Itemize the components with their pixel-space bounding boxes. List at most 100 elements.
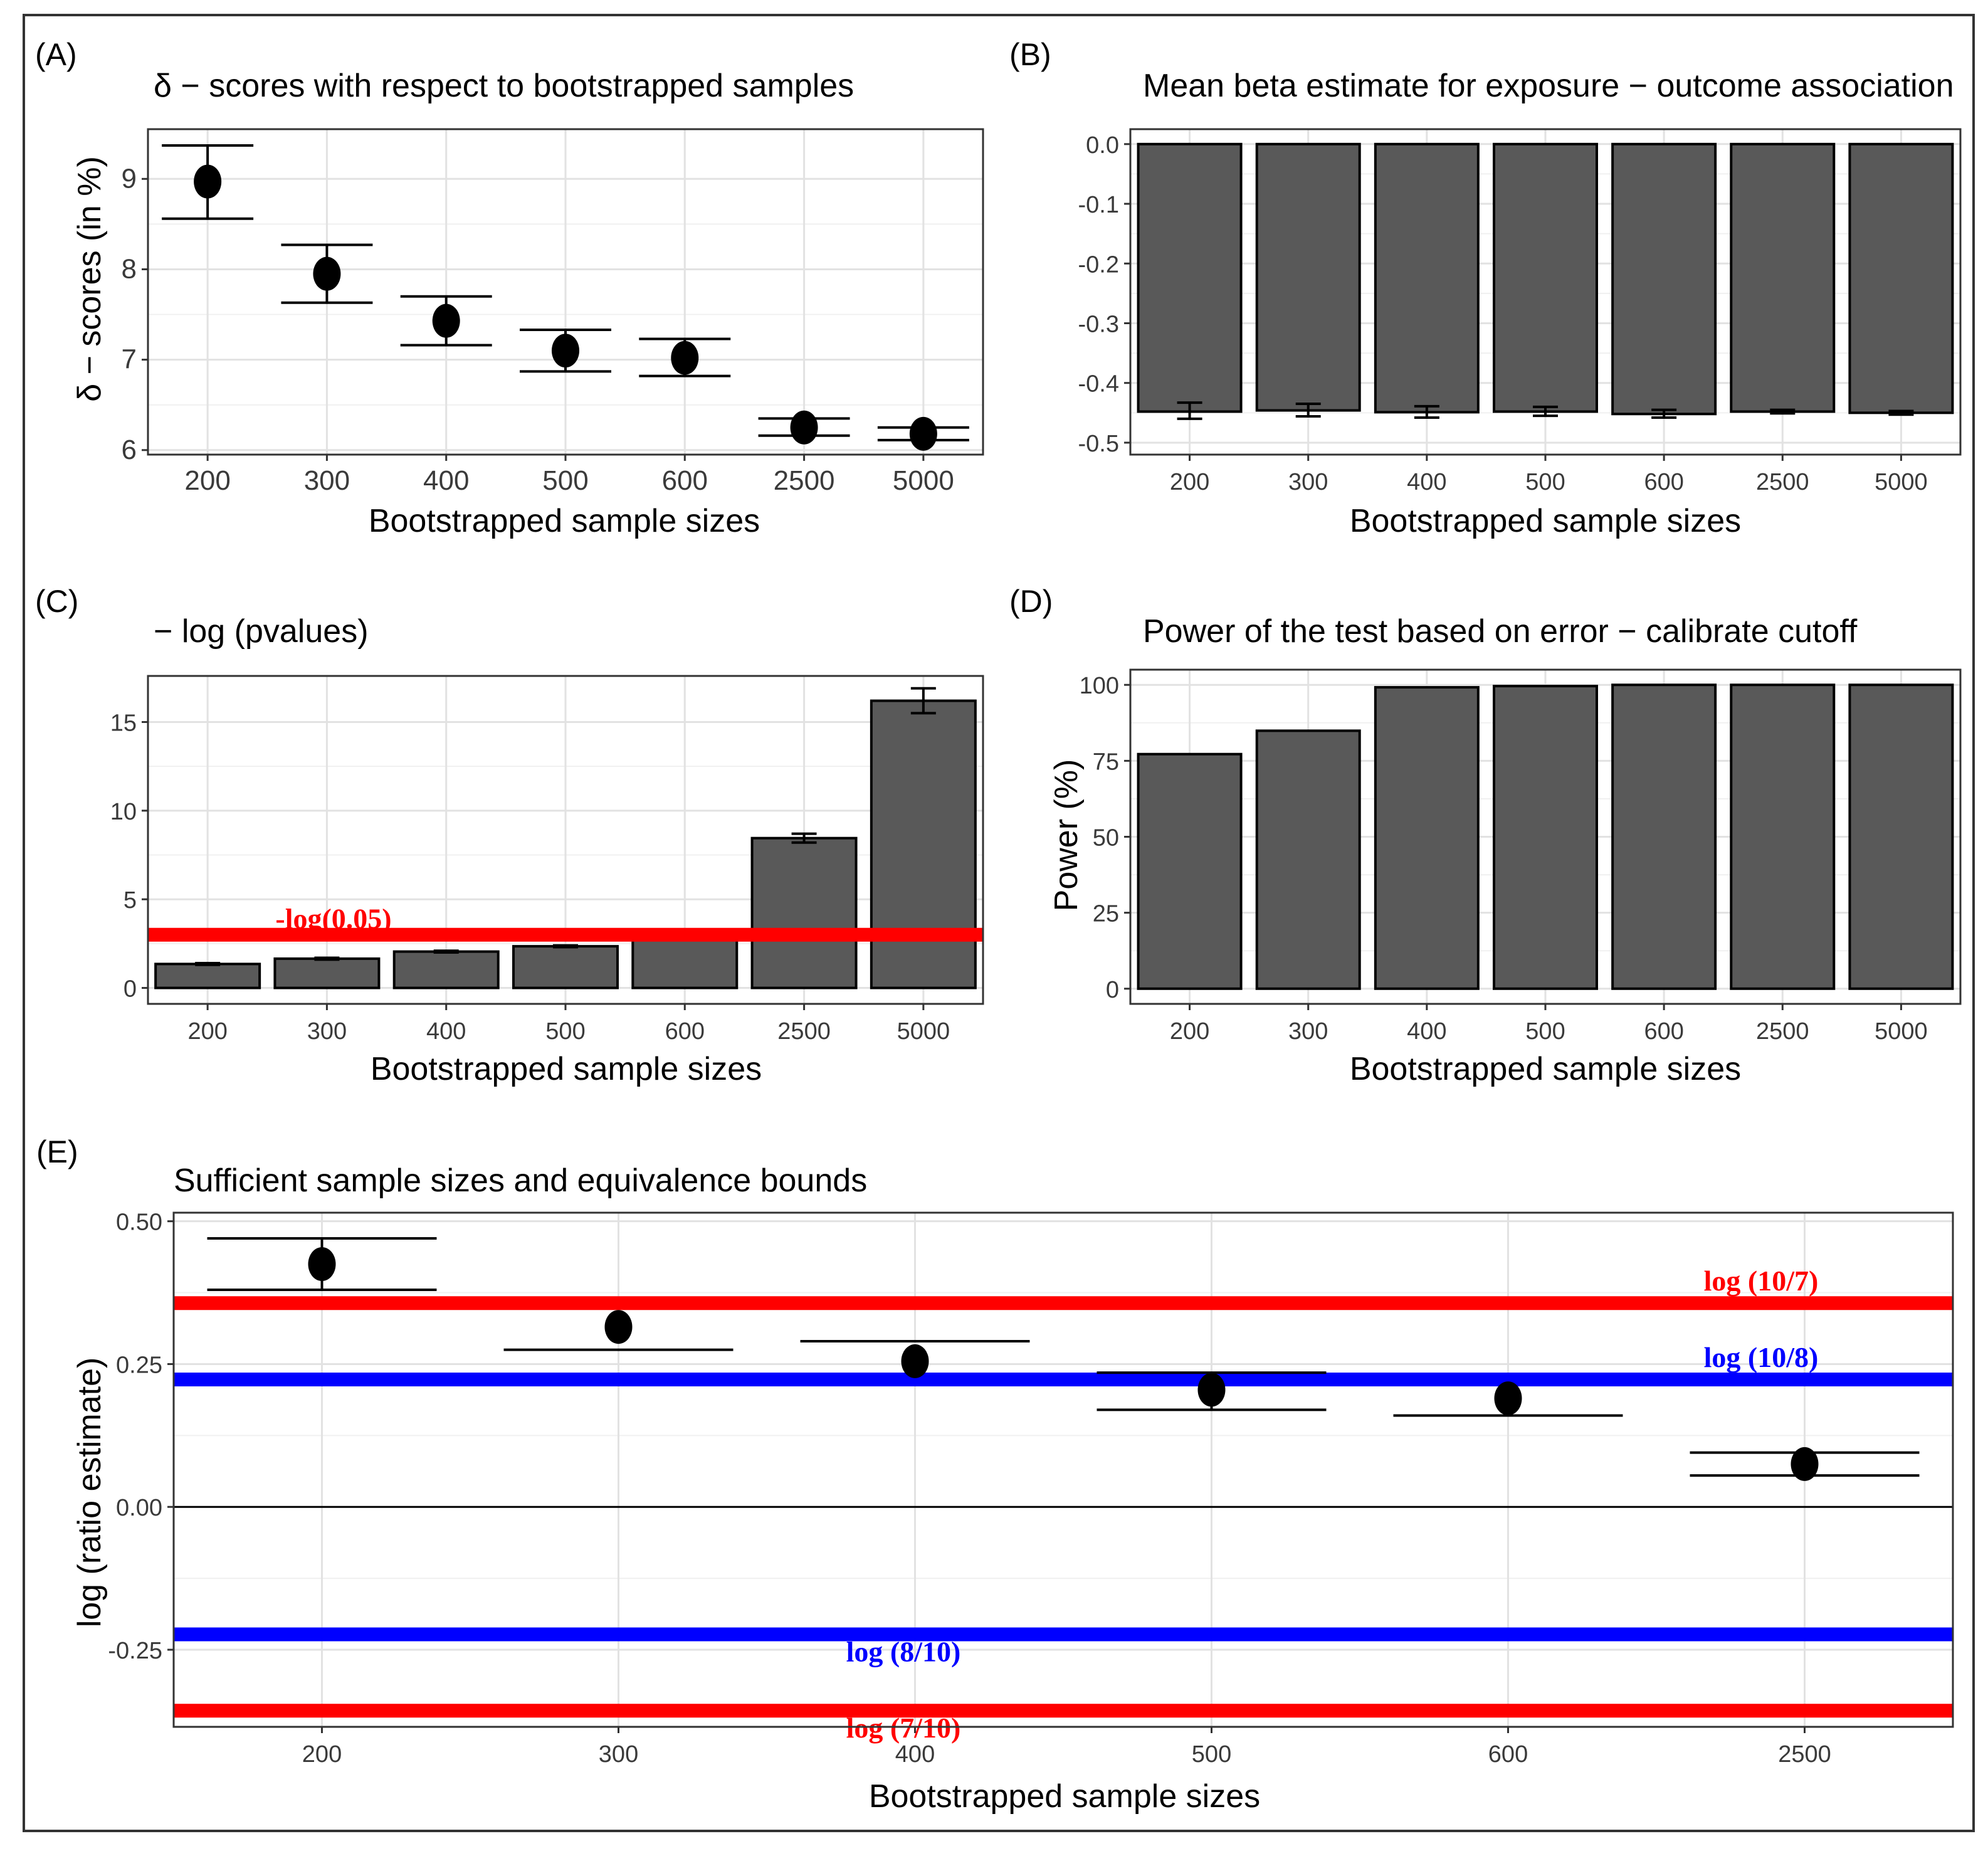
panel-e-y-tick-label: 0.50 [116, 1210, 162, 1236]
panel-a: (A) δ − scores with respect to bootstrap… [35, 37, 984, 539]
panel-b-x-tick-label: 200 [1170, 469, 1209, 495]
panel-d-y-tick-label: 25 [1093, 901, 1119, 927]
panel-a-x-tick-label: 600 [662, 465, 708, 496]
panel-c-x-tick-label: 500 [545, 1018, 585, 1045]
panel-e-x-tick-label: 600 [1488, 1741, 1528, 1768]
panel-c-bar [750, 836, 858, 989]
panel-a-data-point [909, 416, 937, 451]
panel-c-x-tick-label: 200 [187, 1018, 227, 1045]
panel-e-letter: (E) [36, 1134, 78, 1169]
panel-c-bar [631, 934, 739, 989]
panel-c-letter: (C) [35, 584, 78, 619]
panel-e-x-tick-label: 2500 [1778, 1741, 1831, 1768]
panel-b-x-tick-label: 600 [1644, 469, 1683, 495]
panel-b: (B) Mean beta estimate for exposure − ou… [1009, 37, 1962, 539]
panel-d-y-tick-label: 100 [1080, 673, 1119, 699]
panel-c-plot-border [147, 675, 984, 1005]
panel-d-bar [1374, 686, 1480, 990]
panel-e-reference-label: log (10/8) [1704, 1341, 1819, 1373]
panel-e-x-tick-label: 400 [895, 1741, 935, 1768]
panel-d-x-tick-label: 600 [1644, 1018, 1683, 1045]
panel-a-data-point [552, 334, 579, 368]
panel-a-data-point [671, 340, 699, 375]
panel-e-reference-label: log (8/10) [846, 1635, 961, 1667]
panel-e-x-tick-label: 500 [1192, 1741, 1231, 1768]
panel-c: (C) − log (pvalues) Bootstrapped sample … [35, 584, 984, 1087]
panel-b-x-tick-label: 2500 [1756, 469, 1809, 495]
panel-a-data-point [313, 256, 341, 291]
panel-c-y-tick-label: 15 [110, 710, 137, 737]
panel-b-y-tick-label: 0.0 [1086, 132, 1119, 159]
panel-a-y-tick-label: 7 [122, 344, 137, 375]
panel-b-bar [1255, 142, 1361, 412]
panel-e-y-tick-label: -0.25 [108, 1638, 162, 1664]
panel-c-x-tick-label: 600 [665, 1018, 705, 1045]
panel-b-bar [1730, 142, 1836, 413]
panel-e-x-tick-label: 200 [302, 1741, 342, 1768]
panel-a-plot-border [147, 128, 984, 456]
panel-b-bar [1493, 142, 1598, 413]
panel-b-y-tick-label: -0.4 [1078, 371, 1119, 398]
panel-b-x-tick-label: 400 [1407, 469, 1446, 495]
panel-b-bar [1137, 142, 1243, 413]
panel-e-x-axis-title: Bootstrapped sample sizes [869, 1778, 1260, 1815]
panel-d: (D) Power of the test based on error − c… [1009, 584, 1962, 1087]
panel-e-reference-label: log (10/7) [1704, 1265, 1819, 1297]
panel-b-y-tick-label: -0.5 [1078, 431, 1119, 457]
panel-b-letter: (B) [1009, 37, 1051, 72]
panel-e-data-point [1494, 1381, 1522, 1416]
panel-d-bar [1611, 683, 1717, 990]
panel-d-y-tick-label: 75 [1093, 749, 1119, 775]
panel-c-bar [870, 699, 977, 989]
panel-d-bar [1848, 683, 1954, 990]
panel-c-y-tick-label: 0 [124, 976, 137, 1003]
panel-d-x-tick-label: 5000 [1875, 1018, 1928, 1045]
panel-e-y-tick-label: 0.25 [116, 1352, 162, 1378]
panel-c-x-axis-title: Bootstrapped sample sizes [371, 1051, 762, 1087]
panel-a-title: δ − scores with respect to bootstrapped … [154, 68, 854, 104]
panel-e-title: Sufficient sample sizes and equivalence … [174, 1163, 867, 1199]
panel-a-y-tick-label: 8 [122, 253, 137, 284]
panel-a-letter: (A) [35, 37, 77, 72]
panel-b-bar [1848, 142, 1954, 414]
panel-d-x-tick-label: 300 [1288, 1018, 1328, 1045]
panel-c-x-tick-label: 5000 [897, 1018, 950, 1045]
panel-d-plot-border [1129, 668, 1962, 1005]
panel-a-x-tick-label: 5000 [893, 465, 954, 496]
panel-a-x-tick-label: 500 [542, 465, 588, 496]
panel-c-title: − log (pvalues) [154, 613, 369, 650]
panel-e-reference-label: log (7/10) [846, 1712, 961, 1744]
panel-a-x-axis-title: Bootstrapped sample sizes [369, 503, 760, 539]
panel-a-x-tick-label: 200 [184, 465, 230, 496]
panel-a-x-tick-label: 400 [423, 465, 469, 496]
panel-b-y-tick-label: -0.1 [1078, 192, 1119, 218]
panel-a-data-point [432, 303, 460, 338]
panel-d-y-tick-label: 50 [1093, 825, 1119, 852]
panel-c-bar [154, 962, 261, 989]
panel-a-data-point [790, 410, 818, 445]
panel-d-bar [1255, 729, 1361, 990]
panel-e: (E) Sufficient sample sizes and equivale… [36, 1134, 1954, 1815]
panel-d-x-axis-title: Bootstrapped sample sizes [1350, 1051, 1741, 1087]
panel-a-y-axis-title: δ − scores (in %) [71, 156, 108, 402]
panel-c-bar [273, 957, 381, 989]
panel-d-bar [1493, 685, 1598, 990]
panel-d-bar [1730, 683, 1836, 990]
panel-a-data-point [194, 164, 222, 199]
panel-e-data-point [1791, 1447, 1819, 1481]
panel-e-y-axis-title: log (ratio estimate) [71, 1358, 108, 1628]
panel-c-bar [392, 950, 500, 989]
panel-c-y-tick-label: 5 [124, 887, 137, 914]
panel-b-bar [1611, 142, 1717, 416]
panel-e-y-tick-label: 0.00 [116, 1495, 162, 1521]
panel-a-y-tick-label: 6 [122, 435, 137, 465]
panel-c-x-tick-label: 2500 [777, 1018, 831, 1045]
panel-d-letter: (D) [1009, 584, 1053, 619]
panel-e-x-tick-label: 300 [599, 1741, 638, 1768]
panel-b-x-tick-label: 500 [1525, 469, 1565, 495]
panel-d-y-tick-label: 0 [1106, 977, 1119, 1003]
panel-e-data-point [308, 1247, 336, 1281]
panel-a-y-tick-label: 9 [122, 163, 137, 194]
panel-d-title: Power of the test based on error − calib… [1143, 613, 1858, 650]
